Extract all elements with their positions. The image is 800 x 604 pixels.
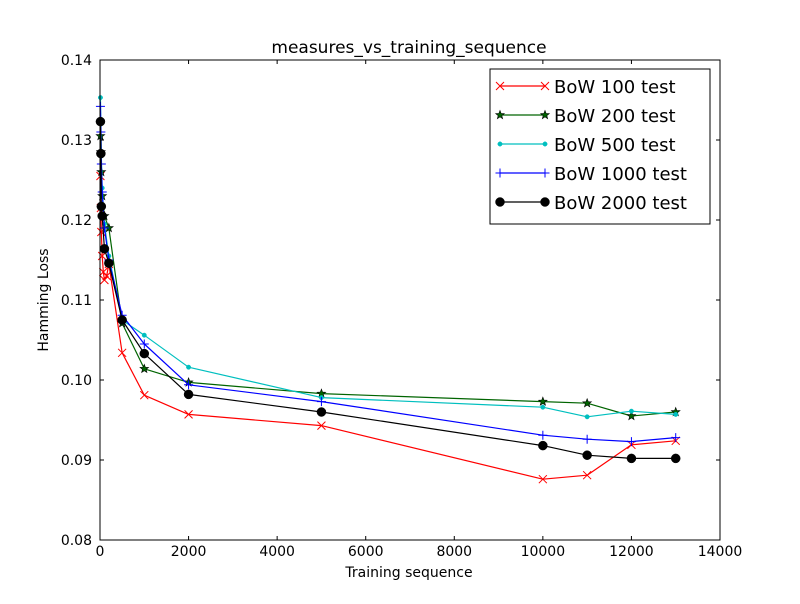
- x-tick-label: 6000: [348, 544, 384, 560]
- legend-marker: [540, 81, 550, 91]
- legend: BoW 100 test BoW 200 test BoW 500 test BoW …: [489, 68, 711, 225]
- data-point: [317, 421, 326, 430]
- series-line: [99, 175, 676, 480]
- data-point: [626, 453, 637, 464]
- data-point: [139, 390, 149, 400]
- data-point: [316, 397, 326, 407]
- legend-label: BoW 2000 test: [554, 193, 687, 214]
- data-point: [96, 201, 107, 212]
- legend-marker: [495, 81, 505, 91]
- legend-box: [489, 68, 711, 225]
- data-point: [139, 363, 150, 374]
- data-point: [183, 389, 194, 400]
- legend-label: BoW 1000 test: [554, 164, 687, 185]
- x-tick-label: 8000: [436, 544, 472, 560]
- data-point: [117, 315, 127, 325]
- data-point: [673, 411, 679, 417]
- legend-item: BoW 1000 test: [495, 164, 687, 185]
- legend-item: BoW 100 test: [495, 77, 676, 98]
- data-point: [141, 332, 147, 338]
- data-point: [628, 408, 634, 414]
- data-point: [97, 187, 107, 197]
- y-axis-label: Hamming Loss: [36, 248, 52, 351]
- data-point: [100, 275, 109, 285]
- data-point: [538, 430, 548, 440]
- data-point: [582, 434, 592, 444]
- y-tick-label: 0.12: [61, 213, 92, 229]
- y-tick-label: 0.11: [61, 293, 92, 309]
- x-tick-label: 12000: [609, 544, 654, 560]
- data-point: [139, 348, 150, 359]
- x-tick-label: 0: [96, 544, 105, 560]
- legend-label: BoW 200 test: [554, 106, 676, 127]
- y-tick-label: 0.08: [61, 533, 92, 549]
- y-tick-label: 0.13: [61, 133, 92, 149]
- data-point: [97, 211, 107, 221]
- data-point: [670, 453, 681, 464]
- data-point: [139, 339, 149, 349]
- x-tick-label: 4000: [259, 544, 295, 560]
- legend-marker: [542, 141, 548, 147]
- data-point: [626, 410, 637, 421]
- data-point: [537, 396, 548, 406]
- series-group: [95, 116, 681, 464]
- x-tick-label: 10000: [521, 544, 566, 560]
- y-tick-label: 0.10: [61, 373, 92, 389]
- data-point: [582, 450, 592, 460]
- legend-marker: [539, 109, 551, 120]
- legend-marker: [495, 197, 505, 207]
- data-point: [102, 271, 111, 281]
- legend-label: BoW 100 test: [554, 77, 676, 98]
- data-point: [104, 258, 114, 268]
- x-tick-label: 14000: [698, 544, 743, 560]
- data-point: [582, 397, 593, 408]
- x-tick-label: 2000: [171, 544, 207, 560]
- data-point: [184, 410, 193, 419]
- data-point: [540, 404, 546, 410]
- chart-title: measures_vs_training_sequence: [271, 38, 546, 58]
- data-point: [626, 437, 636, 447]
- legend-label: BoW 500 test: [554, 135, 676, 156]
- legend-marker: [540, 168, 550, 178]
- data-point: [99, 223, 109, 233]
- data-point: [538, 474, 548, 484]
- data-point: [184, 380, 194, 390]
- legend-marker: [495, 168, 505, 178]
- axis-ticks: 0 2000 4000 6000 8000 10000 12000 14000 0.08 0.09…: [61, 53, 742, 560]
- legend-marker: [497, 141, 503, 147]
- x-axis-label: Training sequence: [344, 565, 472, 581]
- legend-item: BoW 2000 test: [495, 193, 687, 214]
- y-tick-label: 0.09: [61, 453, 92, 469]
- data-point: [671, 433, 681, 443]
- data-point: [538, 440, 548, 451]
- data-point: [99, 244, 110, 254]
- data-point: [186, 364, 192, 370]
- data-point: [117, 348, 127, 358]
- y-tick-label: 0.14: [61, 53, 92, 69]
- data-point: [584, 414, 590, 420]
- legend-marker: [540, 197, 550, 207]
- legend-item: BoW 200 test: [494, 106, 676, 127]
- data-point: [96, 148, 106, 159]
- data-point: [582, 470, 592, 480]
- legend-item: BoW 500 test: [497, 135, 676, 156]
- legend-marker: [494, 109, 506, 120]
- data-point: [316, 407, 327, 417]
